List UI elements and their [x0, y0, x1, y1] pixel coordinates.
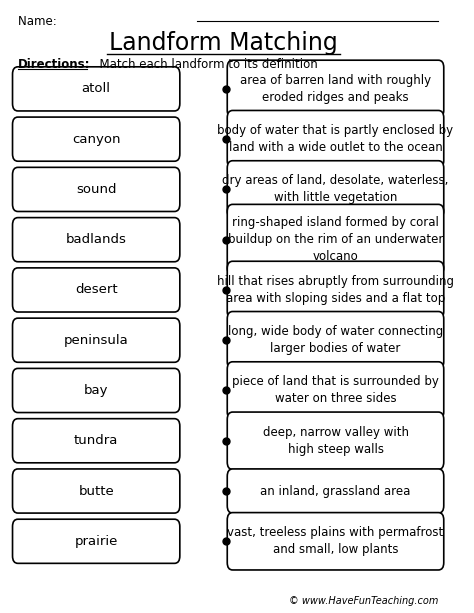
FancyBboxPatch shape: [12, 419, 180, 463]
Text: body of water that is partly enclosed by
land with a wide outlet to the ocean: body of water that is partly enclosed by…: [218, 124, 454, 154]
Text: deep, narrow valley with
high steep walls: deep, narrow valley with high steep wall…: [263, 426, 409, 455]
FancyBboxPatch shape: [12, 368, 180, 413]
Text: prairie: prairie: [74, 535, 118, 548]
Text: area of barren land with roughly
eroded ridges and peaks: area of barren land with roughly eroded …: [240, 74, 431, 104]
Text: sound: sound: [76, 183, 117, 196]
FancyBboxPatch shape: [12, 167, 180, 211]
Text: Match each landform to its definition: Match each landform to its definition: [91, 58, 318, 71]
FancyBboxPatch shape: [12, 67, 180, 111]
Text: tundra: tundra: [74, 434, 118, 447]
FancyBboxPatch shape: [12, 218, 180, 262]
Text: an inland, grassland area: an inland, grassland area: [260, 484, 410, 498]
Text: hill that rises abruptly from surrounding
area with sloping sides and a flat top: hill that rises abruptly from surroundin…: [217, 275, 454, 305]
Text: badlands: badlands: [66, 233, 127, 246]
Text: © www.HaveFunTeaching.com: © www.HaveFunTeaching.com: [289, 596, 438, 606]
Text: vast, treeless plains with permafrost
and small, low plants: vast, treeless plains with permafrost an…: [228, 527, 444, 556]
Text: peninsula: peninsula: [64, 333, 128, 347]
Text: butte: butte: [78, 484, 114, 498]
FancyBboxPatch shape: [227, 161, 444, 218]
FancyBboxPatch shape: [227, 60, 444, 118]
FancyBboxPatch shape: [12, 268, 180, 312]
FancyBboxPatch shape: [227, 204, 444, 275]
Text: dry areas of land, desolate, waterless,
with little vegetation: dry areas of land, desolate, waterless, …: [222, 175, 449, 204]
FancyBboxPatch shape: [227, 469, 444, 513]
Text: bay: bay: [84, 384, 109, 397]
FancyBboxPatch shape: [227, 412, 444, 470]
FancyBboxPatch shape: [227, 311, 444, 369]
FancyBboxPatch shape: [12, 318, 180, 362]
Text: Landform Matching: Landform Matching: [109, 31, 338, 55]
Text: canyon: canyon: [72, 132, 120, 146]
FancyBboxPatch shape: [227, 362, 444, 419]
Text: long, wide body of water connecting
larger bodies of water: long, wide body of water connecting larg…: [228, 326, 443, 355]
Text: ring-shaped island formed by coral
buildup on the rim of an underwater
volcano: ring-shaped island formed by coral build…: [228, 216, 443, 263]
FancyBboxPatch shape: [227, 110, 444, 168]
Text: atoll: atoll: [82, 82, 110, 96]
FancyBboxPatch shape: [12, 469, 180, 513]
FancyBboxPatch shape: [12, 117, 180, 161]
Text: Name:: Name:: [18, 15, 60, 28]
FancyBboxPatch shape: [12, 519, 180, 563]
Text: Directions:: Directions:: [18, 58, 91, 71]
Text: piece of land that is surrounded by
water on three sides: piece of land that is surrounded by wate…: [232, 376, 439, 405]
FancyBboxPatch shape: [227, 261, 444, 319]
Text: desert: desert: [75, 283, 118, 297]
FancyBboxPatch shape: [227, 512, 444, 570]
